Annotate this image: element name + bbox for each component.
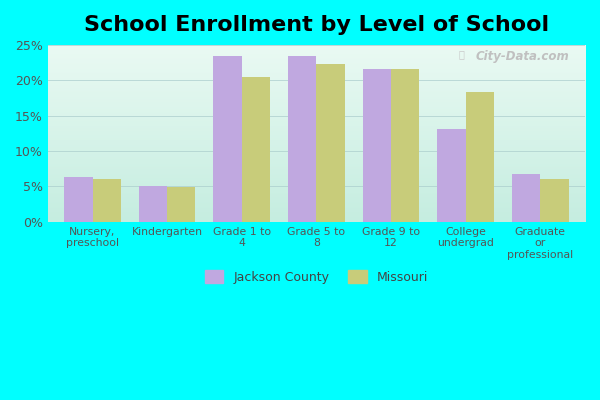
Bar <box>391 69 419 222</box>
Bar <box>316 64 345 222</box>
Bar <box>540 179 569 222</box>
Bar <box>242 77 270 222</box>
Text: 🔍: 🔍 <box>458 49 464 59</box>
Bar <box>139 186 167 222</box>
Bar <box>214 56 242 222</box>
Bar <box>64 176 92 222</box>
Title: School Enrollment by Level of School: School Enrollment by Level of School <box>84 15 549 35</box>
Bar <box>362 69 391 222</box>
Bar <box>437 129 466 222</box>
Bar <box>466 92 494 222</box>
Bar <box>92 180 121 222</box>
Bar <box>167 187 196 222</box>
Bar <box>288 56 316 222</box>
Text: City-Data.com: City-Data.com <box>475 50 569 63</box>
Legend: Jackson County, Missouri: Jackson County, Missouri <box>199 264 434 290</box>
Bar <box>512 174 540 222</box>
